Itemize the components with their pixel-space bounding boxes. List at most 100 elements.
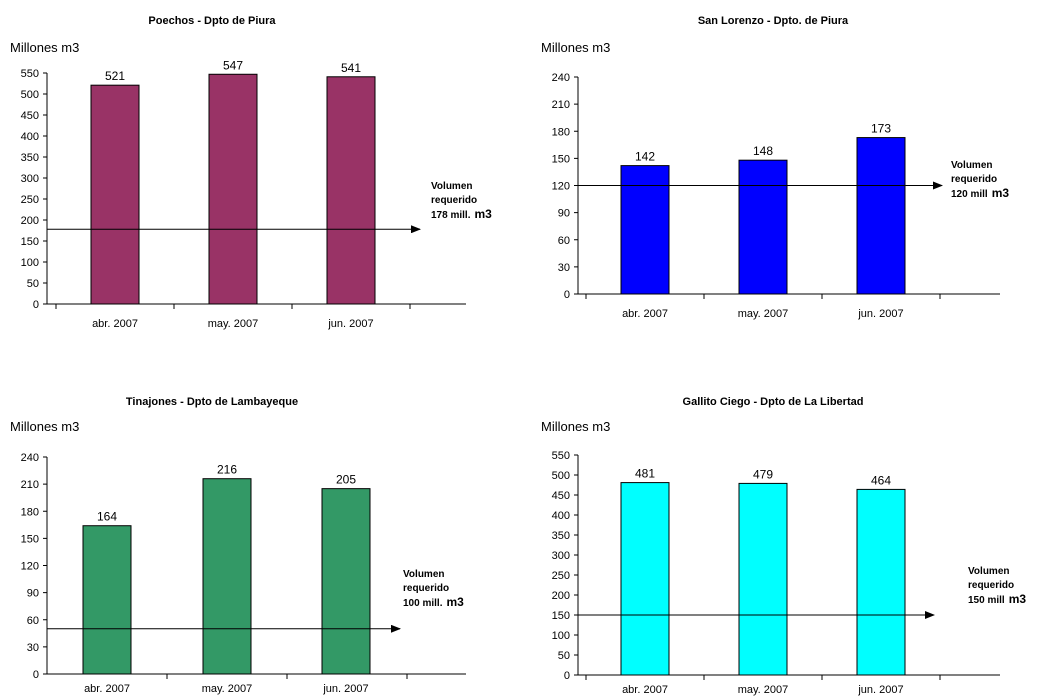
- x-tick-label: abr. 2007: [622, 684, 668, 696]
- y-tick-label: 500: [21, 89, 39, 101]
- y-tick-label: 50: [558, 650, 570, 662]
- y-tick-label: 90: [27, 588, 39, 600]
- data-label: 216: [217, 463, 237, 477]
- y-tick-label: 500: [552, 470, 570, 482]
- y-tick-label: 0: [33, 299, 39, 311]
- y-axis-unit-label: Millones m3: [10, 419, 79, 434]
- reference-value: 150 mill: [968, 595, 1005, 606]
- y-tick-label: 210: [21, 479, 39, 491]
- reference-label-line3: 150 mill m3: [968, 592, 1026, 606]
- bar-jun-2007: [321, 488, 371, 675]
- reference-value: 120 mill: [951, 189, 988, 200]
- y-tick-label: 350: [552, 530, 570, 542]
- reference-label-line1: Volumen: [968, 566, 1009, 577]
- y-tick-label: 100: [21, 257, 39, 269]
- chart-title: Tinajones - Dpto de Lambayeque: [126, 396, 298, 408]
- y-tick-label: 30: [558, 262, 570, 274]
- y-tick-label: 400: [21, 131, 39, 143]
- bar-may-2007: [738, 159, 788, 295]
- chart-1: Poechos - Dpto de Piura Millones m3 521 547…: [10, 15, 492, 330]
- y-tick-label: 400: [552, 510, 570, 522]
- reference-unit: m3: [446, 595, 464, 609]
- bar-jun-2007: [326, 76, 376, 305]
- reference-unit: m3: [1009, 592, 1027, 606]
- y-tick-label: 0: [564, 289, 570, 301]
- bar-abr-2007: [620, 482, 670, 676]
- y-tick-label: 450: [21, 110, 39, 122]
- y-tick-label: 100: [552, 630, 570, 642]
- chart-title: San Lorenzo - Dpto. de Piura: [698, 15, 849, 27]
- x-tick-label: abr. 2007: [84, 683, 130, 695]
- y-tick-label: 0: [564, 670, 570, 682]
- y-tick-label: 30: [27, 642, 39, 654]
- x-tick-label: jun. 2007: [857, 308, 903, 320]
- bar-jun-2007: [856, 488, 906, 676]
- data-label: 541: [341, 61, 361, 75]
- x-tick-label: may. 2007: [208, 318, 259, 330]
- reference-label-line1: Volumen: [431, 181, 472, 192]
- y-tick-label: 150: [21, 533, 39, 545]
- reference-label-line2: requerido: [968, 580, 1014, 591]
- y-tick-label: 150: [552, 610, 570, 622]
- data-label: 481: [635, 467, 655, 481]
- chart-title: Gallito Ciego - Dpto de La Libertad: [683, 396, 864, 408]
- y-tick-label: 50: [27, 278, 39, 290]
- data-label: 479: [753, 467, 773, 481]
- y-tick-label: 450: [552, 490, 570, 502]
- x-tick-label: abr. 2007: [92, 318, 138, 330]
- reference-label-line3: 178 mill. m3: [431, 207, 492, 221]
- x-tick-label: may. 2007: [202, 683, 253, 695]
- reference-label-line1: Volumen: [403, 569, 444, 580]
- y-tick-label: 350: [21, 152, 39, 164]
- y-tick-label: 90: [558, 208, 570, 220]
- x-tick-label: jun. 2007: [857, 684, 903, 696]
- y-tick-label: 180: [21, 506, 39, 518]
- y-tick-label: 120: [552, 181, 570, 193]
- reference-unit: m3: [474, 207, 492, 221]
- y-tick-label: 180: [552, 126, 570, 138]
- y-tick-label: 210: [552, 99, 570, 111]
- y-tick-label: 240: [552, 72, 570, 84]
- data-label: 148: [753, 144, 773, 158]
- bar-may-2007: [738, 482, 788, 676]
- x-tick-label: abr. 2007: [622, 308, 668, 320]
- bar-may-2007: [202, 478, 252, 675]
- reference-label-line2: requerido: [431, 195, 477, 206]
- reference-label-line3: 120 mill m3: [951, 186, 1009, 200]
- y-tick-label: 250: [552, 570, 570, 582]
- data-label: 142: [635, 150, 655, 164]
- bar-may-2007: [208, 73, 258, 305]
- bar-jun-2007: [856, 137, 906, 295]
- bar-abr-2007: [620, 165, 670, 295]
- data-label: 173: [871, 122, 891, 136]
- y-tick-label: 60: [558, 235, 570, 247]
- y-tick-label: 250: [21, 194, 39, 206]
- chart-title: Poechos - Dpto de Piura: [148, 15, 276, 27]
- reference-value: 178 mill.: [431, 210, 471, 221]
- reference-value: 100 mill.: [403, 598, 443, 609]
- y-tick-label: 0: [33, 669, 39, 681]
- reference-label-line2: requerido: [403, 583, 449, 594]
- y-tick-label: 200: [21, 215, 39, 227]
- reference-label-line1: Volumen: [951, 160, 992, 171]
- y-tick-label: 550: [21, 68, 39, 80]
- y-tick-label: 300: [21, 173, 39, 185]
- y-tick-label: 300: [552, 550, 570, 562]
- x-tick-label: jun. 2007: [322, 683, 368, 695]
- y-tick-label: 60: [27, 615, 39, 627]
- data-label: 464: [871, 473, 891, 487]
- x-tick-label: may. 2007: [738, 684, 789, 696]
- chart-4: Gallito Ciego - Dpto de La Libertad Millo…: [541, 396, 1026, 696]
- data-label: 521: [105, 69, 125, 83]
- data-label: 547: [223, 58, 243, 72]
- y-axis-unit-label: Millones m3: [10, 40, 79, 55]
- y-tick-label: 240: [21, 452, 39, 464]
- bar-abr-2007: [82, 525, 132, 675]
- data-label: 164: [97, 510, 117, 524]
- reference-label-line2: requerido: [951, 174, 997, 185]
- y-tick-label: 150: [21, 236, 39, 248]
- bar-abr-2007: [90, 84, 140, 305]
- y-tick-label: 120: [21, 561, 39, 573]
- y-axis-unit-label: Millones m3: [541, 40, 610, 55]
